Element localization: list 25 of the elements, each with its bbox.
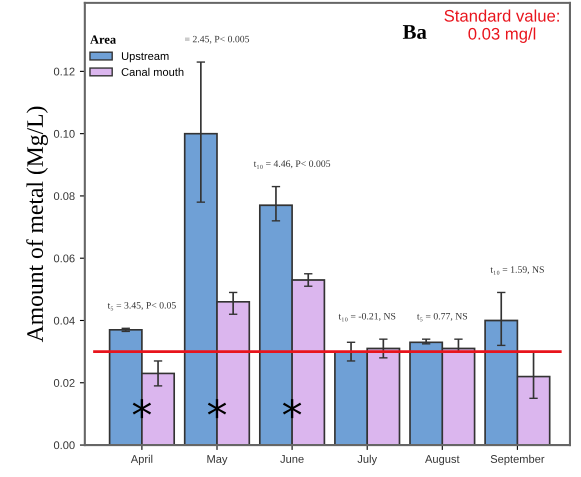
x-tick-label: August [425, 455, 460, 466]
annotation: = 2.45, P< 0.005 [184, 36, 250, 44]
y-tick-label: 0.12 [54, 68, 75, 76]
annotation: t₁₀ = 1.59, NS [490, 266, 544, 275]
x-tick-label: June [280, 455, 304, 463]
text: Ba [402, 25, 427, 39]
y-tick-label: 0.10 [54, 130, 75, 138]
y-axis-title: Amount of metal (Mg/L) [26, 106, 48, 342]
y-tick-label: 0.08 [54, 192, 75, 200]
legend-label: Upstream [122, 52, 169, 62]
annotation: t₅ = 0.77, NS [417, 312, 468, 322]
x-tick-label: July [357, 454, 378, 466]
y-tick-label: 0.04 [54, 316, 75, 325]
x-tick-label: April [130, 454, 152, 466]
annotation: t₁₀ = -0.21, NS [338, 312, 396, 322]
annotation: t₁₀ = 4.46, P< 0.005 [254, 160, 330, 169]
x-tick-label: May [207, 455, 228, 466]
legend-title: Area [90, 35, 116, 44]
y-tick-label: 0.02 [54, 379, 75, 387]
annotation: t₅ = 3.45, P< 0.05 [108, 302, 176, 310]
y-tick-label: 0.06 [54, 254, 75, 262]
x-tick-label: September [490, 454, 544, 466]
legend-label: Canal mouth [122, 68, 184, 76]
y-tick-label: 0.00 [54, 441, 75, 450]
ref-line-label: Standard value: 0.03 mg/l [444, 9, 559, 43]
